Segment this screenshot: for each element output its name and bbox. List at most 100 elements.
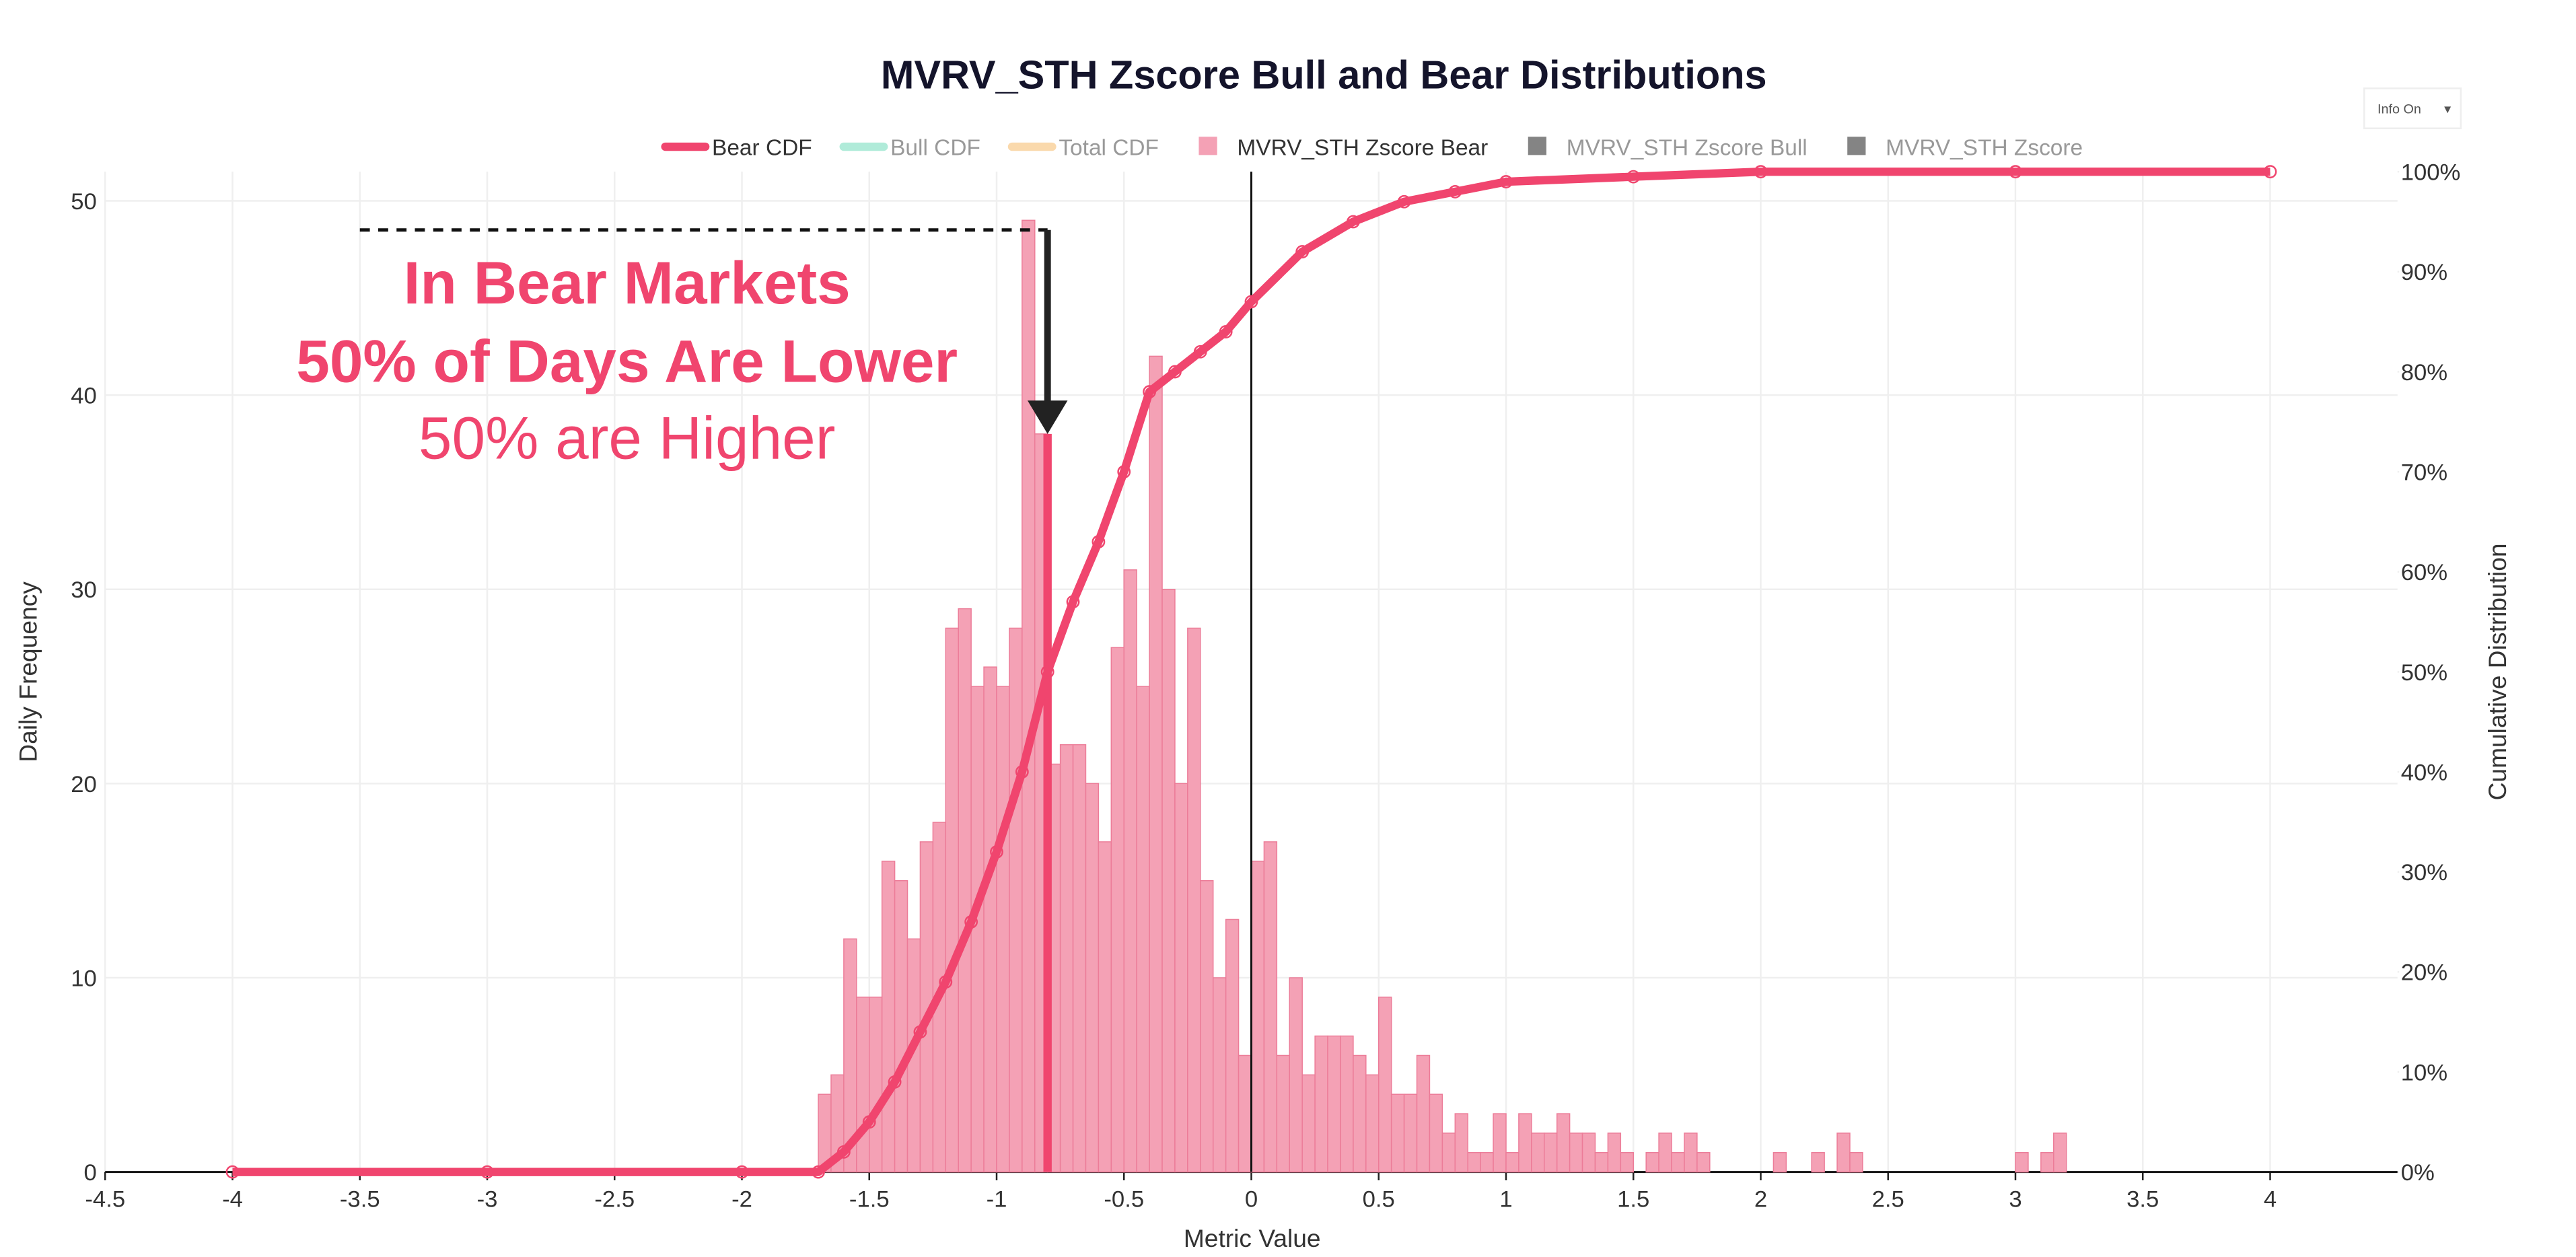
x-tick-label: 1 — [1499, 1187, 1512, 1213]
y2-axis-title: Cumulative Distribution — [2483, 543, 2511, 800]
cdf-marker — [1066, 595, 1080, 609]
y-axis-title: Daily Frequency — [14, 581, 42, 762]
cdf-marker — [1168, 365, 1182, 379]
histogram-bar — [1161, 589, 1176, 1173]
legend-label: Bull CDF — [890, 135, 980, 160]
y2-tick-label: 100% — [2401, 160, 2461, 186]
histogram-bar — [1696, 1152, 1711, 1173]
cdf-marker — [1193, 345, 1207, 359]
histogram-bar — [1212, 977, 1227, 1173]
cdf-marker — [2263, 165, 2277, 179]
histogram-bar — [1098, 841, 1112, 1173]
legend-symbol — [1528, 137, 1547, 155]
histogram-bar — [983, 666, 997, 1173]
legend-item[interactable]: Bear CDF — [661, 135, 812, 160]
histogram-bar — [1454, 1113, 1468, 1173]
cdf-marker — [225, 1165, 240, 1179]
legend-item[interactable]: Bull CDF — [839, 135, 980, 160]
histogram-bar — [1607, 1133, 1622, 1173]
cdf-marker — [480, 1165, 494, 1179]
info-button-box[interactable] — [2363, 87, 2462, 130]
x-tick-label: -0.5 — [1104, 1187, 1144, 1213]
histogram-bar — [856, 997, 870, 1173]
histogram-bar — [1645, 1152, 1659, 1173]
cdf-marker — [1397, 194, 1411, 209]
histogram-bar — [1136, 686, 1150, 1173]
histogram-bar — [1353, 1054, 1367, 1173]
cdf-marker — [1244, 295, 1258, 309]
legend-item[interactable]: MVRV_STH Zscore Bull — [1528, 135, 1808, 160]
histogram-bar — [1187, 627, 1201, 1173]
histogram-bar — [1340, 1035, 1354, 1173]
legend-label: MVRV_STH Zscore Bear — [1237, 135, 1488, 160]
x-tick-label: 0.5 — [1363, 1187, 1395, 1213]
histogram-bar — [1390, 1093, 1405, 1173]
legend-label: MVRV_STH Zscore — [1886, 135, 2083, 160]
histogram-bar — [1403, 1093, 1418, 1173]
legend-item[interactable]: Total CDF — [1007, 135, 1159, 160]
histogram-bar — [2015, 1152, 2029, 1173]
cdf-marker — [1346, 215, 1360, 229]
cdf-marker — [1040, 665, 1054, 679]
cdf-marker — [888, 1075, 902, 1089]
x-tick-label: -3 — [477, 1187, 498, 1213]
histogram-bar — [970, 686, 985, 1173]
legend-item[interactable]: MVRV_STH Zscore — [1847, 135, 2083, 160]
cdf-marker — [1448, 184, 1462, 199]
info-button[interactable]: Info On ▾ — [2363, 87, 2462, 130]
histogram-bar — [1289, 977, 1303, 1173]
legend-label: Bear CDF — [712, 135, 812, 160]
histogram-bar — [1671, 1152, 1685, 1173]
y2-tick-label: 50% — [2401, 660, 2447, 686]
cdf-marker — [1015, 765, 1029, 779]
histogram-bar — [1301, 1074, 1316, 1173]
cdf-marker — [1143, 385, 1157, 399]
histogram-bar — [1531, 1133, 1545, 1173]
histogram-bar — [1085, 783, 1100, 1173]
legend-item[interactable]: MVRV_STH Zscore Bear — [1198, 135, 1488, 160]
histogram-bar — [1441, 1133, 1456, 1173]
histogram-bar — [1467, 1152, 1481, 1173]
cdf-marker — [862, 1115, 876, 1129]
histogram-bar — [1174, 783, 1188, 1173]
y2-tick-label: 10% — [2401, 1060, 2447, 1085]
y-tick-label: 20 — [71, 772, 97, 797]
x-tick-label: 3 — [2009, 1187, 2022, 1213]
histogram-bar — [1263, 841, 1278, 1173]
y2-tick-label: 80% — [2401, 360, 2447, 386]
annotation: In Bear Markets — [404, 249, 851, 316]
x-tick-label: -1.5 — [849, 1187, 890, 1213]
histogram-bar — [996, 686, 1010, 1173]
y2-tick-label: 90% — [2401, 260, 2447, 285]
cdf-marker — [1626, 170, 1641, 184]
guide-arrow-head — [1027, 400, 1068, 434]
y-tick-label: 50 — [71, 189, 97, 215]
x-tick-label: -2 — [731, 1187, 752, 1213]
x-axis-title: Metric Value — [1184, 1224, 1321, 1252]
y-tick-label: 30 — [71, 577, 97, 603]
x-tick-label: -4 — [222, 1187, 243, 1213]
cdf-marker — [1499, 175, 1513, 188]
y2-tick-label: 60% — [2401, 560, 2447, 585]
x-tick-label: 2.5 — [1872, 1187, 1904, 1213]
annotation: 50% of Days Are Lower — [296, 327, 958, 394]
cdf-marker — [2009, 165, 2022, 179]
legend-label: MVRV_STH Zscore Bull — [1567, 135, 1808, 160]
histogram-bar — [1314, 1035, 1328, 1173]
y2-tick-label: 70% — [2401, 460, 2447, 486]
y-tick-label: 40 — [71, 383, 97, 408]
x-tick-label: 0 — [1245, 1187, 1258, 1213]
info-button-caret[interactable]: ▾ — [2444, 102, 2451, 116]
x-tick-label: 2 — [1754, 1187, 1767, 1213]
histogram-bar — [1110, 647, 1124, 1173]
info-button-label[interactable]: Info On — [2377, 102, 2421, 116]
histogram-bar — [869, 997, 883, 1173]
x-tick-label: 1.5 — [1617, 1187, 1649, 1213]
histogram-bar — [1556, 1113, 1571, 1173]
histogram-bar — [1225, 919, 1240, 1173]
histogram-bar — [1594, 1152, 1609, 1173]
histogram-bar — [1773, 1152, 1787, 1173]
cdf-marker — [812, 1165, 825, 1179]
histogram-bar — [881, 861, 896, 1173]
